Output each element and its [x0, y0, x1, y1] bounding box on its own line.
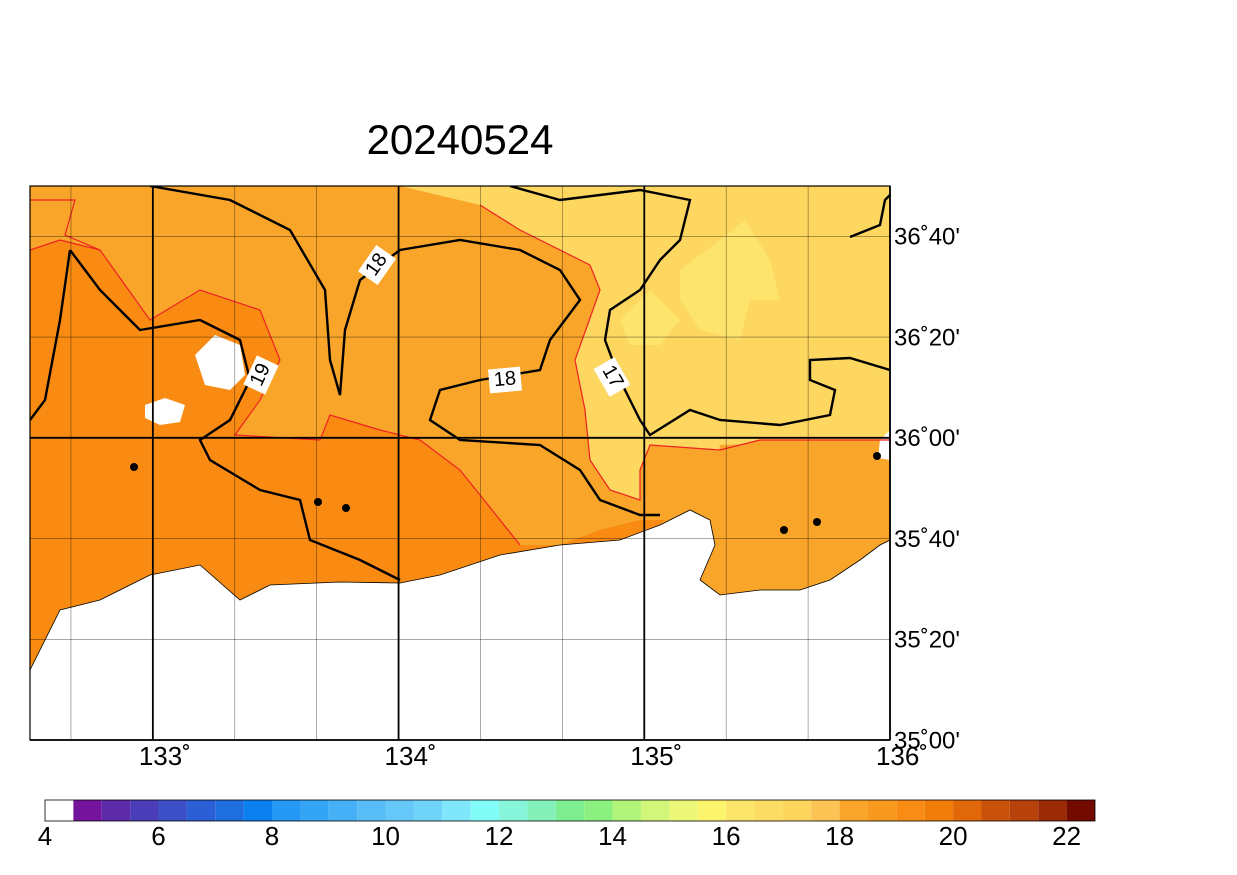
colorbar-box: [839, 800, 868, 821]
sst-field: [30, 186, 890, 740]
colorbar-box: [130, 800, 159, 821]
colorbar-tick-label: 8: [265, 821, 279, 851]
colorbar-tick-label: 6: [151, 821, 165, 851]
colorbar-tick-label: 10: [371, 821, 400, 851]
colorbar-box: [924, 800, 954, 821]
colorbar-box: [782, 800, 812, 821]
y-tick-label: 35˚20': [894, 627, 960, 654]
y-tick-label: 36˚40': [894, 224, 960, 251]
colorbar-tick-label: 18: [825, 821, 854, 851]
colorbar-box: [1066, 800, 1095, 821]
colorbar-box: [640, 800, 670, 821]
colorbar-tick-label: 12: [485, 821, 514, 851]
colorbar-box: [867, 800, 897, 821]
colorbar-box: [499, 800, 528, 821]
x-tick-label: 136˚: [876, 741, 928, 771]
contour-half: [30, 199, 890, 546]
y-tick-label: 36˚20': [894, 324, 960, 351]
x-tick-label: 133˚: [139, 741, 191, 771]
colorbar-box: [811, 800, 840, 821]
colorbar-box: [1009, 800, 1039, 821]
colorbar-box: [357, 800, 386, 821]
colorbar-tick-label: 4: [38, 821, 52, 851]
colorbar-box: [726, 800, 755, 821]
field-16: [620, 220, 780, 345]
colorbar-box: [45, 800, 74, 821]
station: [130, 452, 881, 534]
colorbar-box: [73, 800, 102, 821]
colorbar-box: [527, 800, 556, 821]
map-title: 20240524: [367, 116, 554, 163]
colorbar-tick-label: 14: [598, 821, 627, 851]
colorbar-box: [385, 800, 414, 821]
contour-labels: 18 19 18 17: [243, 245, 631, 397]
land: [30, 509, 890, 740]
colorbar-box: [612, 800, 641, 821]
x-tick-label: 135˚: [630, 741, 682, 771]
colorbar-box: [186, 800, 216, 821]
colorbar-box: [328, 800, 358, 821]
contour-label: 18: [493, 367, 517, 391]
field-18-east: [705, 440, 890, 590]
x-tick-label: 134˚: [385, 741, 437, 771]
colorbar-box: [442, 800, 471, 821]
contour: [30, 186, 890, 582]
colorbar-box: [1038, 800, 1067, 821]
y-tick-label: 36˚00': [894, 425, 960, 452]
colorbar-tick-label: 20: [939, 821, 968, 851]
y-tick-label: 35˚00': [894, 727, 960, 754]
colorbar-box: [981, 800, 1010, 821]
colorbar-box: [555, 800, 585, 821]
colorbar-box: [697, 800, 727, 821]
colorbar: 4 6 8 10 12 14 16 18 20 22: [38, 799, 1096, 851]
map-frame: [29, 185, 891, 741]
y-tick-label: 35˚40': [894, 526, 960, 553]
colorbar-box: [953, 800, 982, 821]
colorbar-frame: [44, 799, 1096, 822]
colorbar-box: [272, 800, 301, 821]
colorbar-box: [158, 800, 187, 821]
colorbar-box: [300, 800, 329, 821]
colorbar-box: [470, 800, 500, 821]
colorbar-box: [413, 800, 443, 821]
colorbar-box: [754, 800, 783, 821]
colorbar-tick-label: 16: [712, 821, 741, 851]
colorbar-box: [243, 800, 273, 821]
colorbar-box: [669, 800, 698, 821]
colorbar-box: [896, 800, 925, 821]
colorbar-box: [101, 800, 131, 821]
island: [145, 335, 890, 460]
colorbar-tick-label: 22: [1052, 821, 1081, 851]
colorbar-box: [584, 800, 613, 821]
colorbar-box: [215, 800, 244, 821]
